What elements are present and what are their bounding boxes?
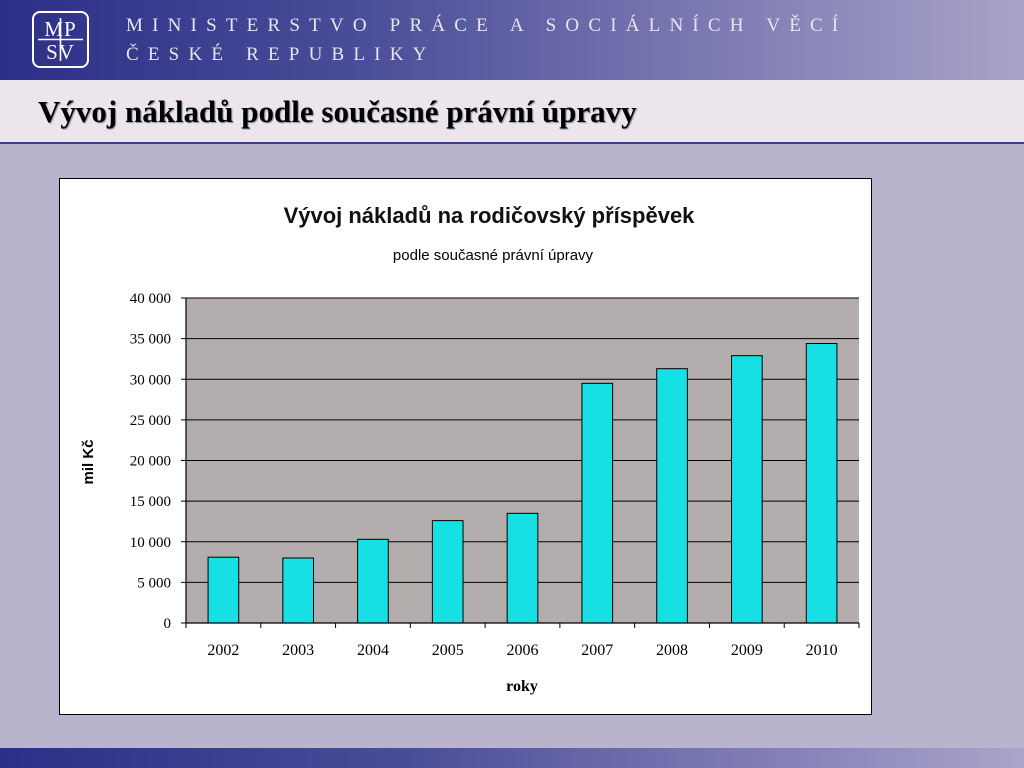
y-tick-label: 25 000 bbox=[130, 413, 171, 429]
y-tick-label: 10 000 bbox=[130, 535, 171, 551]
logo-text-bottom: SV bbox=[46, 40, 75, 64]
bar-2009 bbox=[731, 355, 763, 624]
chart-svg: Vývoj nákladů na rodičovský příspěvek po… bbox=[80, 203, 860, 695]
bar-2004 bbox=[357, 538, 389, 624]
bar-chart: Vývoj nákladů na rodičovský příspěvek po… bbox=[59, 178, 872, 715]
slide-title: Vývoj nákladů podle současné právní úpra… bbox=[38, 94, 637, 129]
bar-2007 bbox=[581, 382, 614, 624]
bar-2008 bbox=[656, 368, 688, 624]
y-axis-label: mil Kč bbox=[80, 439, 97, 484]
logo-text-top: MP bbox=[44, 17, 76, 41]
bar-2010 bbox=[805, 343, 838, 624]
title-band: Vývoj nákladů podle současné právní úpra… bbox=[0, 80, 1024, 144]
ministry-name-line1: MINISTERSTVO PRÁCE A SOCIÁLNÍCH VĚCÍ bbox=[126, 15, 848, 36]
bar-2003 bbox=[282, 557, 314, 624]
x-tick-label-2010: 2010 bbox=[806, 642, 838, 659]
chart-subtitle: podle současné právní úpravy bbox=[393, 247, 594, 264]
footer-bar bbox=[0, 748, 1024, 768]
x-tick-label-2008: 2008 bbox=[656, 642, 688, 659]
x-tick-label-2007: 2007 bbox=[581, 642, 613, 659]
chart-title: Vývoj nákladů na rodičovský příspěvek bbox=[284, 203, 696, 228]
y-tick-label: 40 000 bbox=[130, 291, 171, 307]
y-tick-label: 15 000 bbox=[130, 494, 171, 510]
x-tick-label-2005: 2005 bbox=[432, 642, 464, 659]
x-tick-label-2006: 2006 bbox=[507, 642, 539, 659]
y-tick-label: 20 000 bbox=[130, 454, 171, 470]
bar-2005 bbox=[431, 520, 464, 624]
x-axis-label: roky bbox=[506, 678, 538, 695]
y-tick-label: 5 000 bbox=[137, 575, 171, 591]
y-tick-label: 0 bbox=[164, 616, 172, 632]
x-tick-label-2009: 2009 bbox=[731, 642, 763, 659]
x-tick-label-2004: 2004 bbox=[357, 642, 389, 659]
mpsv-logo: MP SV bbox=[32, 11, 89, 68]
bar-2006 bbox=[506, 512, 539, 624]
y-tick-label: 30 000 bbox=[130, 372, 171, 388]
y-tick-label: 35 000 bbox=[130, 332, 171, 348]
bar-2002 bbox=[207, 556, 240, 624]
plot-area: 0 5 000 10 000 15 000 20 000 25 000 30 000 35 0… bbox=[130, 291, 860, 659]
header-banner: MP SV MINISTERSTVO PRÁCE A SOCIÁLNÍCH VĚ… bbox=[0, 0, 1024, 80]
ministry-name-line2: ČESKÉ REPUBLIKY bbox=[126, 44, 436, 65]
x-tick-label-2003: 2003 bbox=[282, 642, 314, 659]
x-tick-label-2002: 2002 bbox=[207, 642, 239, 659]
